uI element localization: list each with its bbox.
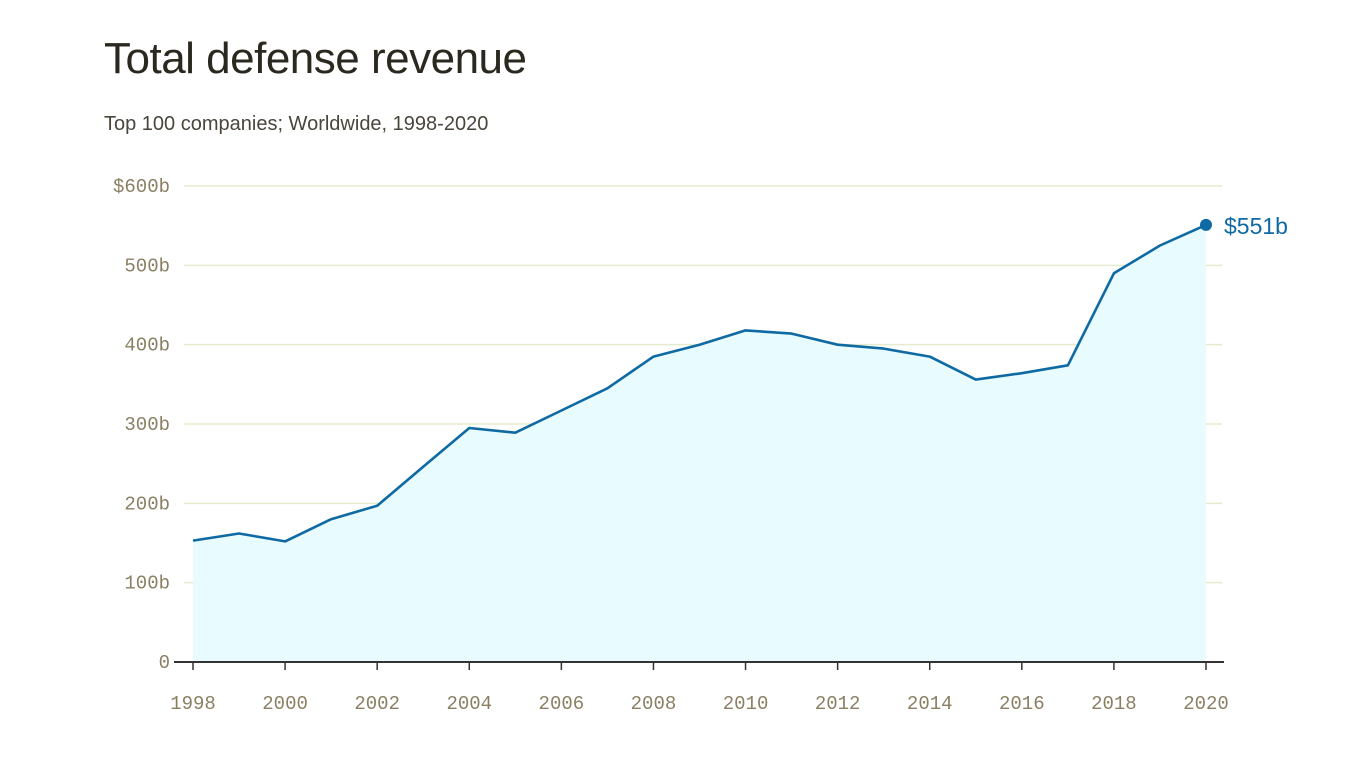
end-value-label: $551b [1224, 213, 1288, 239]
y-tick-label: 200b [124, 493, 170, 515]
end-point-marker [1200, 218, 1212, 231]
y-tick-label: 300b [124, 414, 170, 436]
y-tick-label: 0 [159, 652, 170, 674]
x-tick-label: 2012 [815, 693, 861, 715]
x-tick-label: 1998 [170, 693, 216, 715]
x-tick-label: 2010 [723, 693, 769, 715]
y-tick-label: $600b [113, 176, 170, 198]
x-tick-labels: 1998 2000 2002 2004 2006 2008 2010 2012 2014 2016… [170, 693, 1229, 715]
x-tick-label: 2014 [907, 693, 953, 715]
x-tick-label: 2018 [1091, 693, 1137, 715]
x-tick-label: 2020 [1183, 693, 1229, 715]
x-tick-label: 2004 [446, 693, 492, 715]
area-fill [193, 224, 1206, 662]
x-tick-label: 2002 [354, 693, 400, 715]
y-tick-label: 100b [124, 573, 170, 595]
x-tick-label: 2016 [999, 693, 1045, 715]
y-tick-label: 500b [124, 255, 170, 277]
series-line [192, 223, 1207, 543]
chart-subtitle: Top 100 companies; Worldwide, 1998-2020 [104, 113, 489, 135]
x-tick-label: 2000 [262, 693, 308, 715]
x-tick-marks [192, 662, 1207, 670]
y-tick-label: 400b [124, 335, 170, 357]
chart-title: Total defense revenue [104, 34, 527, 83]
x-tick-label: 2006 [539, 693, 585, 715]
x-tick-label: 2008 [631, 693, 677, 715]
y-tick-labels: 0 100b 200b 300b 400b 500b $600b [113, 176, 170, 674]
